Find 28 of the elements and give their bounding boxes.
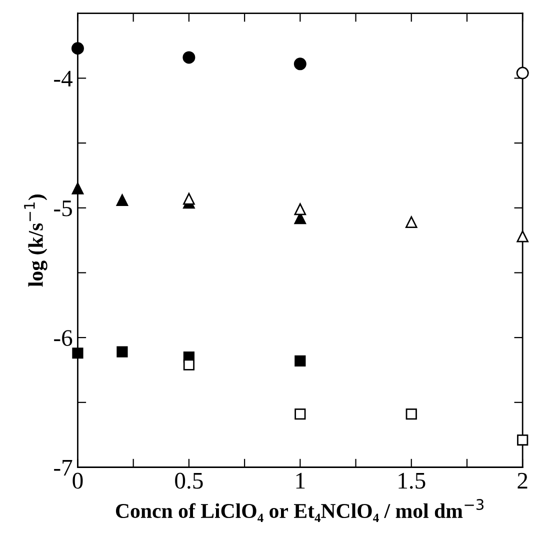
point — [183, 359, 194, 370]
point — [405, 216, 418, 228]
x-tick-label: 1 — [296, 472, 305, 488]
point — [406, 408, 417, 420]
point — [182, 51, 196, 64]
y-tick-label: -6 — [54, 330, 72, 346]
point — [116, 194, 128, 206]
point — [517, 434, 528, 446]
point — [516, 66, 529, 80]
x-tick-label: 0.5 — [175, 472, 203, 489]
y-tick-label: -7 — [54, 460, 72, 476]
point — [71, 42, 84, 55]
x-tick-label: 2 — [518, 472, 528, 488]
x-axis-title: Concn of LiClO₄ or Et₄NClO₄ / mol dm$^{−3}$ — [116, 499, 484, 522]
point — [516, 230, 529, 242]
point — [294, 203, 306, 216]
x-tick-label: 1.5 — [398, 472, 426, 489]
point — [72, 348, 84, 359]
y-axis-title: log (k/s$^{−1}$) — [24, 194, 48, 287]
y-tick-label: -5 — [54, 200, 72, 216]
point — [116, 346, 128, 358]
y-tick-label: -4 — [54, 70, 72, 86]
point — [183, 192, 195, 205]
point — [72, 182, 84, 194]
point — [294, 408, 306, 420]
point — [294, 355, 306, 366]
x-tick-label: 0 — [72, 472, 83, 489]
point — [294, 58, 306, 70]
